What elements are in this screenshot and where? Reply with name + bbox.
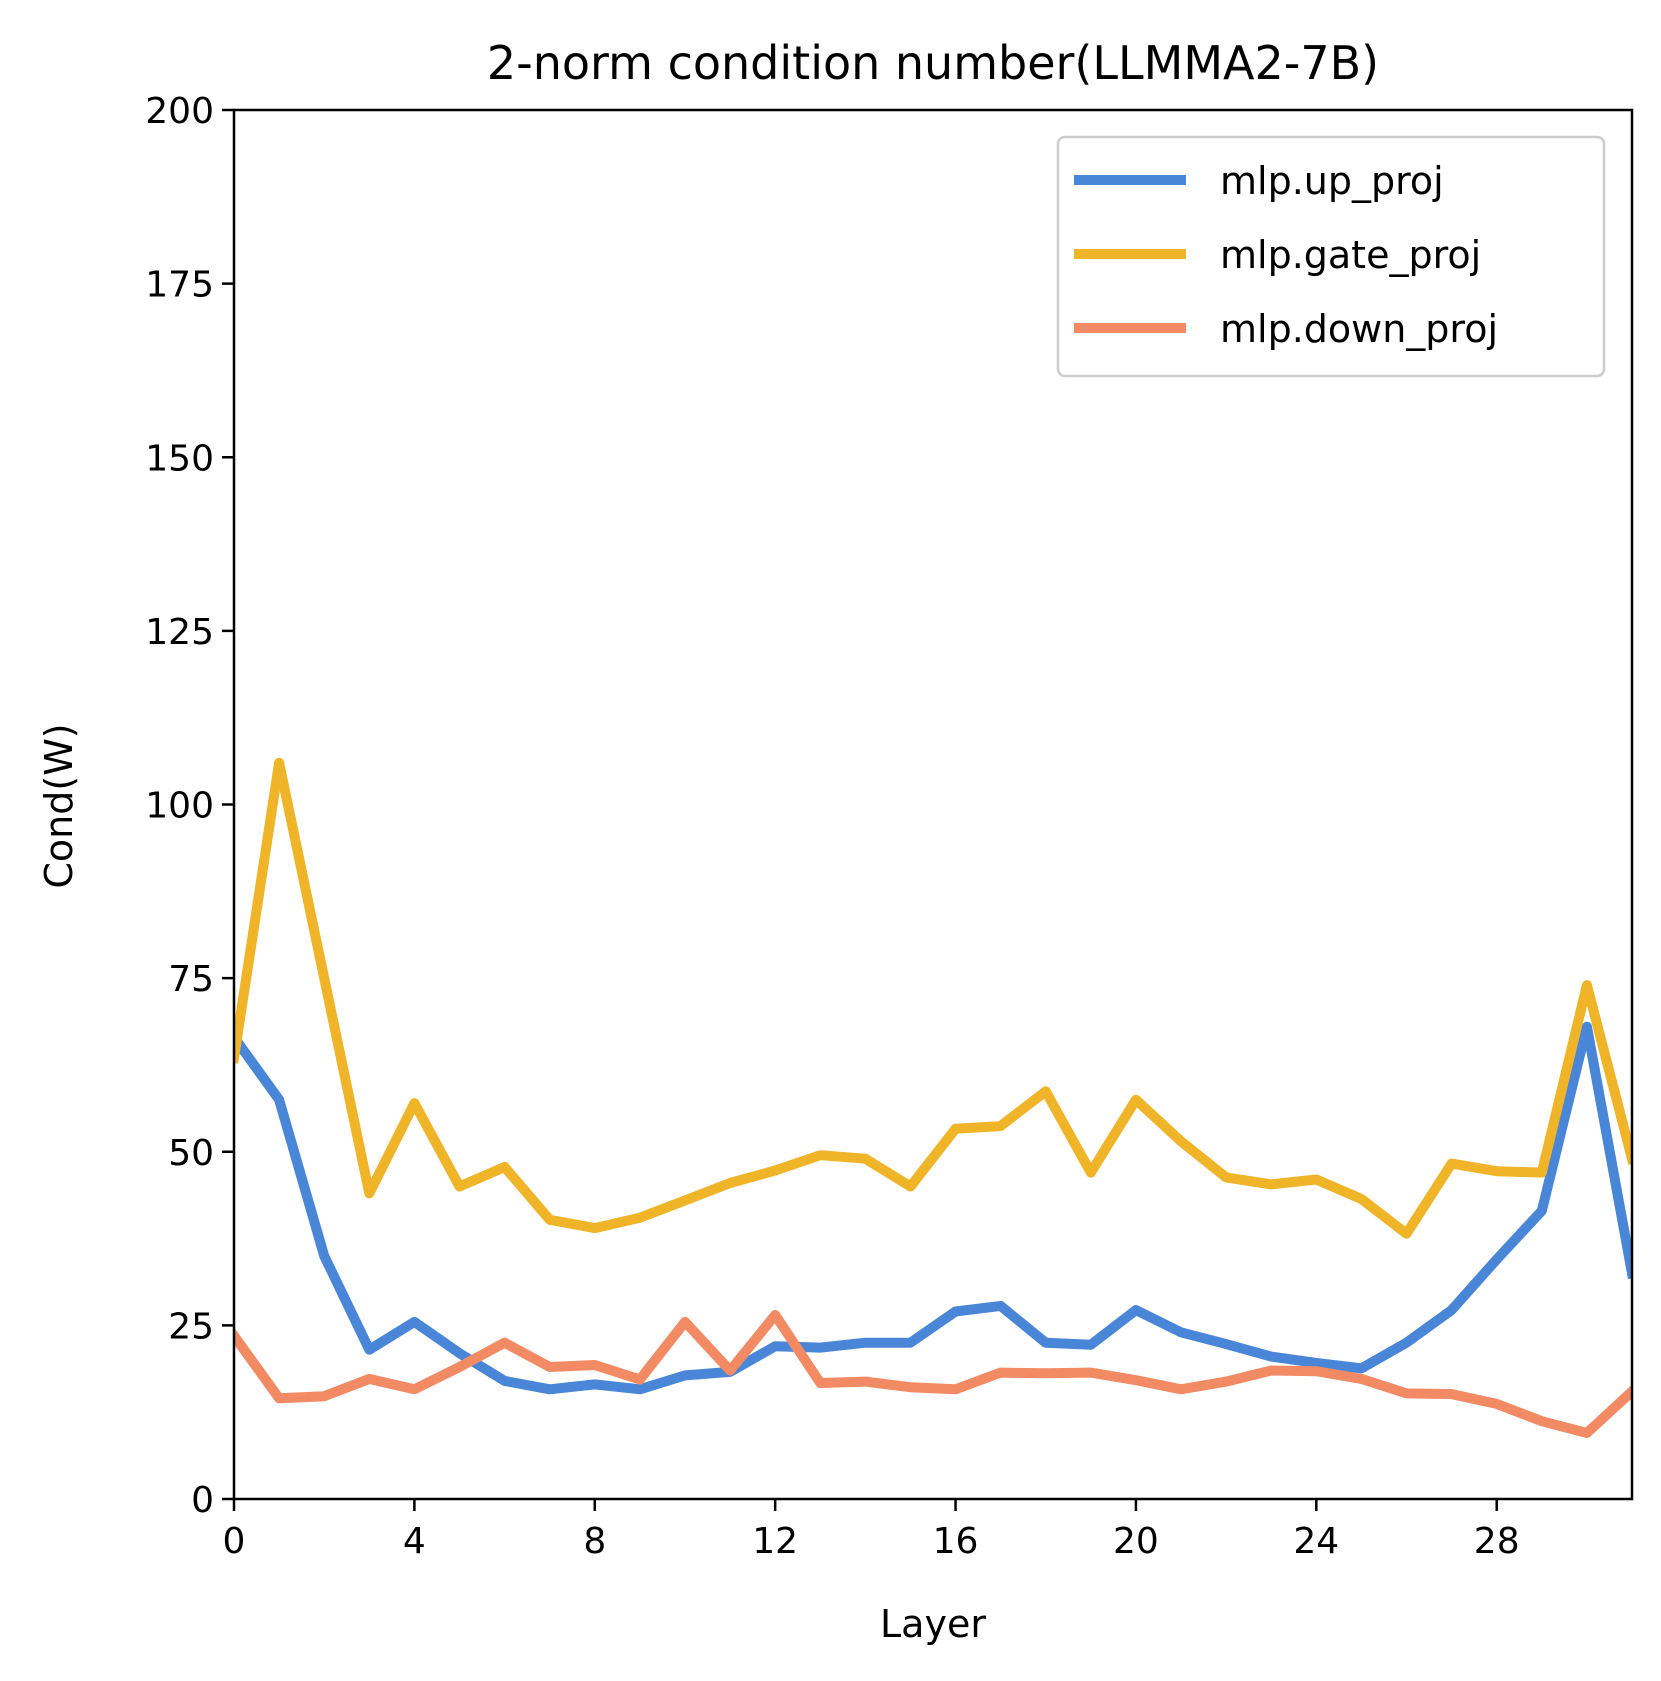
legend-label: mlp.down_proj — [1220, 307, 1498, 351]
y-tick-label: 100 — [145, 786, 214, 827]
legend-box — [1056, 135, 1606, 378]
x-axis-label: Layer — [880, 1602, 986, 1646]
x-tick-label: 12 — [752, 1521, 798, 1562]
legend: mlp.up_proj mlp.gate_proj mlp.down_proj — [1056, 135, 1606, 378]
series-line-mlp-down-proj — [234, 1310, 1632, 1438]
axis-ticks: 0 4 8 12 16 20 24 28 0 25 50 75 100 125 150 175 200 — [145, 91, 1519, 1562]
series-line-mlp-gate-proj — [234, 757, 1632, 1239]
x-tick-label: 20 — [1113, 1521, 1159, 1562]
y-tick-label: 50 — [168, 1133, 214, 1174]
series-lines — [234, 757, 1632, 1438]
y-tick-label: 75 — [168, 959, 214, 1000]
x-tick-label: 0 — [223, 1521, 246, 1562]
x-tick-label: 8 — [583, 1521, 606, 1562]
y-tick-label: 200 — [145, 91, 214, 132]
y-tick-label: 0 — [191, 1480, 214, 1521]
x-tick-label: 24 — [1293, 1521, 1339, 1562]
legend-label: mlp.up_proj — [1220, 159, 1444, 203]
y-tick-label: 175 — [145, 265, 214, 306]
x-tick-label: 16 — [933, 1521, 979, 1562]
legend-label: mlp.gate_proj — [1220, 233, 1481, 277]
x-tick-label: 4 — [403, 1521, 426, 1562]
y-tick-label: 125 — [145, 612, 214, 653]
x-tick-label: 28 — [1474, 1521, 1520, 1562]
plot-frame — [232, 108, 1634, 1501]
y-tick-label: 150 — [145, 438, 214, 479]
y-tick-label: 25 — [168, 1306, 214, 1347]
chart-title: 2-norm condition number(LLMMA2-7B) — [487, 36, 1379, 90]
y-axis-label: Cond(W) — [37, 723, 81, 888]
